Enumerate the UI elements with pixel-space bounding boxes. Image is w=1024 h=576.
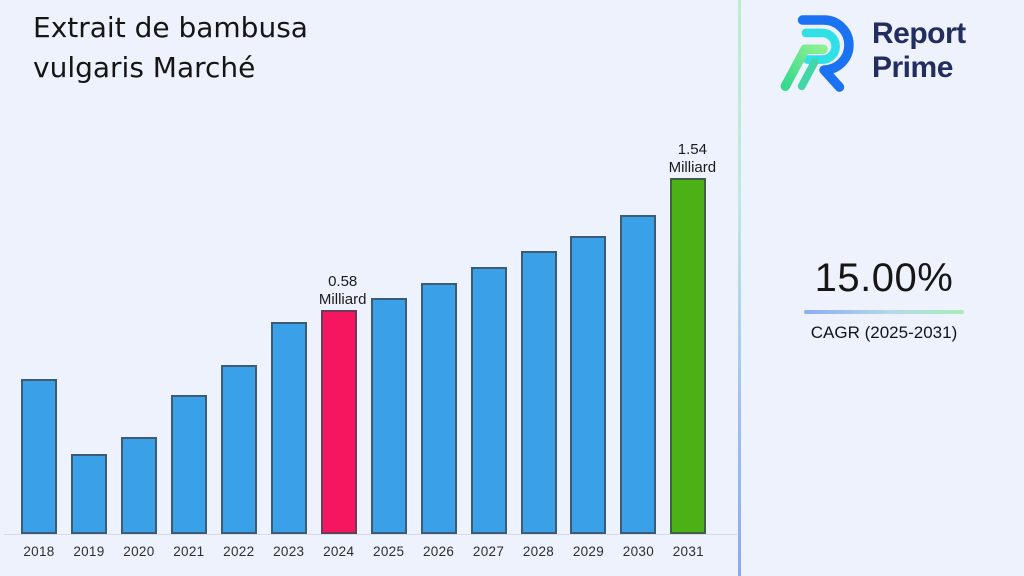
bar-2030	[620, 215, 657, 534]
cagr-value: 15.00%	[814, 256, 954, 300]
bar-2023	[270, 322, 307, 534]
bar-2029	[570, 236, 607, 534]
x-tick-label-2030: 2030	[622, 544, 654, 559]
bar-2021	[170, 395, 207, 534]
x-tick-label-2019: 2019	[73, 544, 105, 559]
x-tick-label-2022: 2022	[223, 544, 255, 559]
bar-2025	[370, 298, 407, 534]
value-label-2024: 0.58 Milliard	[318, 273, 367, 308]
cagr-block: 15.00% CAGR (2025-2031)	[750, 256, 1018, 343]
x-tick-label-2029: 2029	[572, 544, 605, 559]
x-tick-label-2024: 2024	[323, 544, 355, 559]
x-tick-label-2023: 2023	[273, 544, 305, 559]
cagr-label: CAGR (2025-2031)	[810, 323, 958, 342]
x-tick-label-2025: 2025	[373, 544, 405, 559]
bar-2027	[470, 267, 507, 534]
bar-2019	[70, 454, 107, 534]
bar-2028	[520, 251, 557, 534]
report-prime-logo: Report Prime	[774, 8, 966, 94]
x-tick-label-2026: 2026	[422, 544, 455, 559]
panel-divider	[738, 0, 741, 576]
bar-2024	[320, 310, 357, 534]
bar-2031	[670, 178, 707, 534]
bar-2022	[220, 365, 257, 534]
x-axis-line	[4, 534, 737, 535]
bar-2026	[420, 283, 457, 534]
bar-2018	[21, 379, 57, 534]
report-prime-logo-icon	[780, 15, 854, 92]
x-tick-label-2021: 2021	[173, 544, 205, 559]
x-tick-label-2018: 2018	[23, 544, 55, 559]
bar-chart: 2018 2019 2020 2021 2022 2023 2024 0.58 Milliar…	[4, 141, 737, 559]
value-label-2031: 1.54 Milliard	[668, 141, 717, 176]
x-tick-label-2027: 2027	[472, 544, 505, 559]
x-tick-label-2020: 2020	[123, 544, 155, 559]
brand-name: Report Prime	[872, 17, 966, 84]
cagr-underline	[804, 310, 964, 314]
bar-2020	[120, 437, 157, 534]
page-title: Extrait de bambusa vulgaris Marché	[33, 11, 308, 84]
x-tick-label-2028: 2028	[522, 544, 555, 559]
x-tick-label-2031: 2031	[672, 544, 704, 559]
